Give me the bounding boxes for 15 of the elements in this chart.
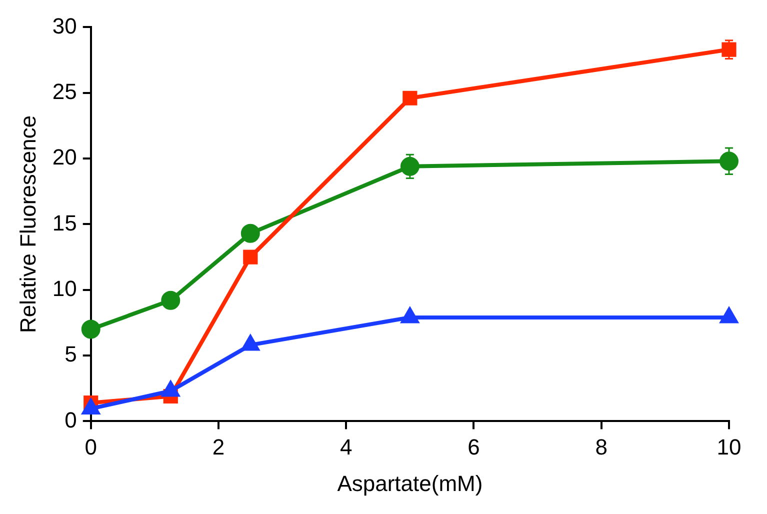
- x-tick-label: 10: [716, 434, 742, 460]
- x-tick-label: 2: [212, 434, 225, 460]
- y-tick-label: 0: [64, 407, 77, 432]
- x-axis-title: Aspartate(mM): [337, 470, 483, 496]
- y-axis-title: Relative Fluorescence: [15, 115, 40, 334]
- x-tick-label: 8: [595, 434, 608, 460]
- y-tick-label: 25: [52, 78, 77, 104]
- y-tick-label: 5: [64, 342, 77, 367]
- x-tick-label: 4: [340, 434, 352, 460]
- x-tick-label: 6: [468, 434, 480, 460]
- x-tick-label: 0: [84, 434, 97, 460]
- y-tick-label: 10: [52, 276, 77, 301]
- y-tick-label: 30: [52, 13, 77, 38]
- y-tick-label: 20: [52, 144, 77, 170]
- y-tick-label: 15: [52, 210, 77, 236]
